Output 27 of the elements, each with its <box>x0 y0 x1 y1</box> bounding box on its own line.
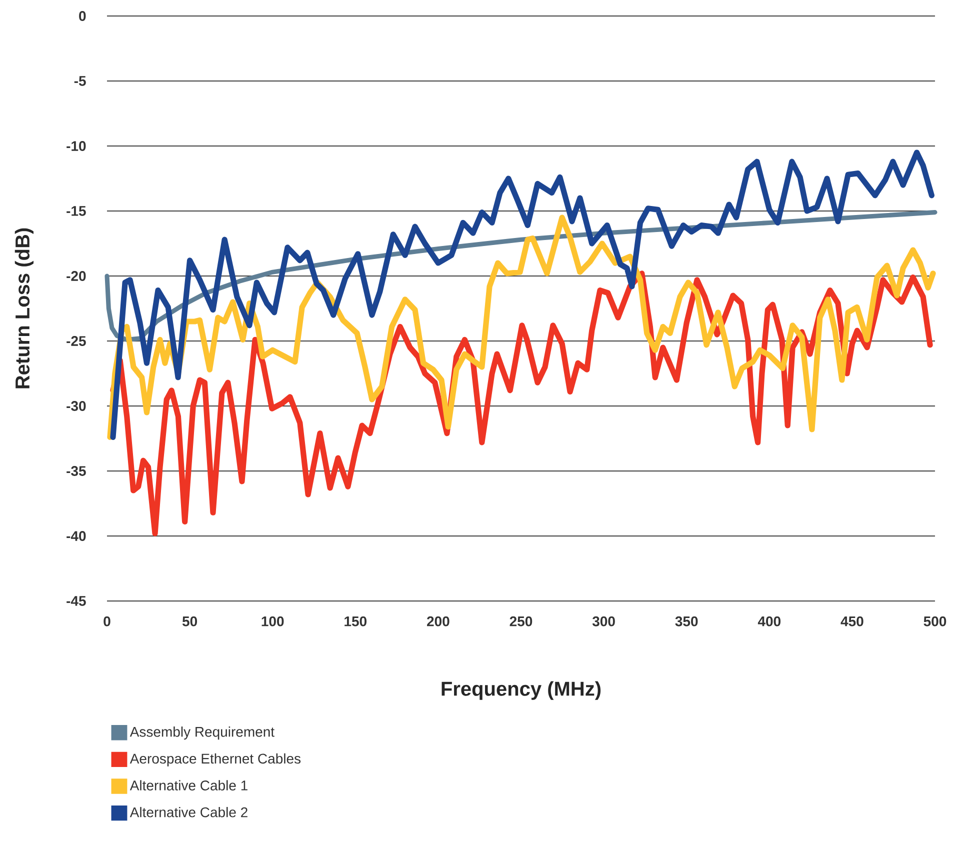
x-tick-label: 200 <box>427 616 450 626</box>
x-axis-title: Frequency (MHz) <box>442 681 601 700</box>
legend-label: Assembly Requirement <box>130 726 274 740</box>
y-tick-label: -35 <box>66 466 86 476</box>
legend-label: Alternative Cable 2 <box>130 806 248 818</box>
x-tick-label: 50 <box>182 616 198 626</box>
x-tick-label: 150 <box>344 616 367 626</box>
y-tick-label: 0 <box>79 11 86 21</box>
legend-label: Alternative Cable 1 <box>130 780 248 790</box>
y-axis-title: Return Loss (dB) <box>14 228 34 388</box>
x-tick-label: 250 <box>510 616 532 626</box>
y-tick-label: -10 <box>66 141 86 151</box>
x-tick-label: 300 <box>592 616 615 626</box>
y-tick-label: -45 <box>66 596 86 606</box>
legend-label: Aerospace Ethernet Cables <box>130 753 301 766</box>
x-tick-label: 450 <box>840 616 864 626</box>
x-tick-label: 100 <box>262 616 284 626</box>
x-tick-label: 0 <box>104 616 110 626</box>
y-tick-label: -40 <box>66 531 86 541</box>
x-tick-label: 500 <box>924 616 946 626</box>
x-tick-label: 400 <box>758 616 780 626</box>
y-tick-label: -25 <box>66 336 86 346</box>
x-tick-label: 350 <box>675 616 698 626</box>
y-tick-label: -5 <box>74 76 86 86</box>
y-tick-label: -15 <box>66 206 86 216</box>
y-tick-label: -20 <box>66 271 86 281</box>
y-tick-label: -30 <box>66 401 86 411</box>
